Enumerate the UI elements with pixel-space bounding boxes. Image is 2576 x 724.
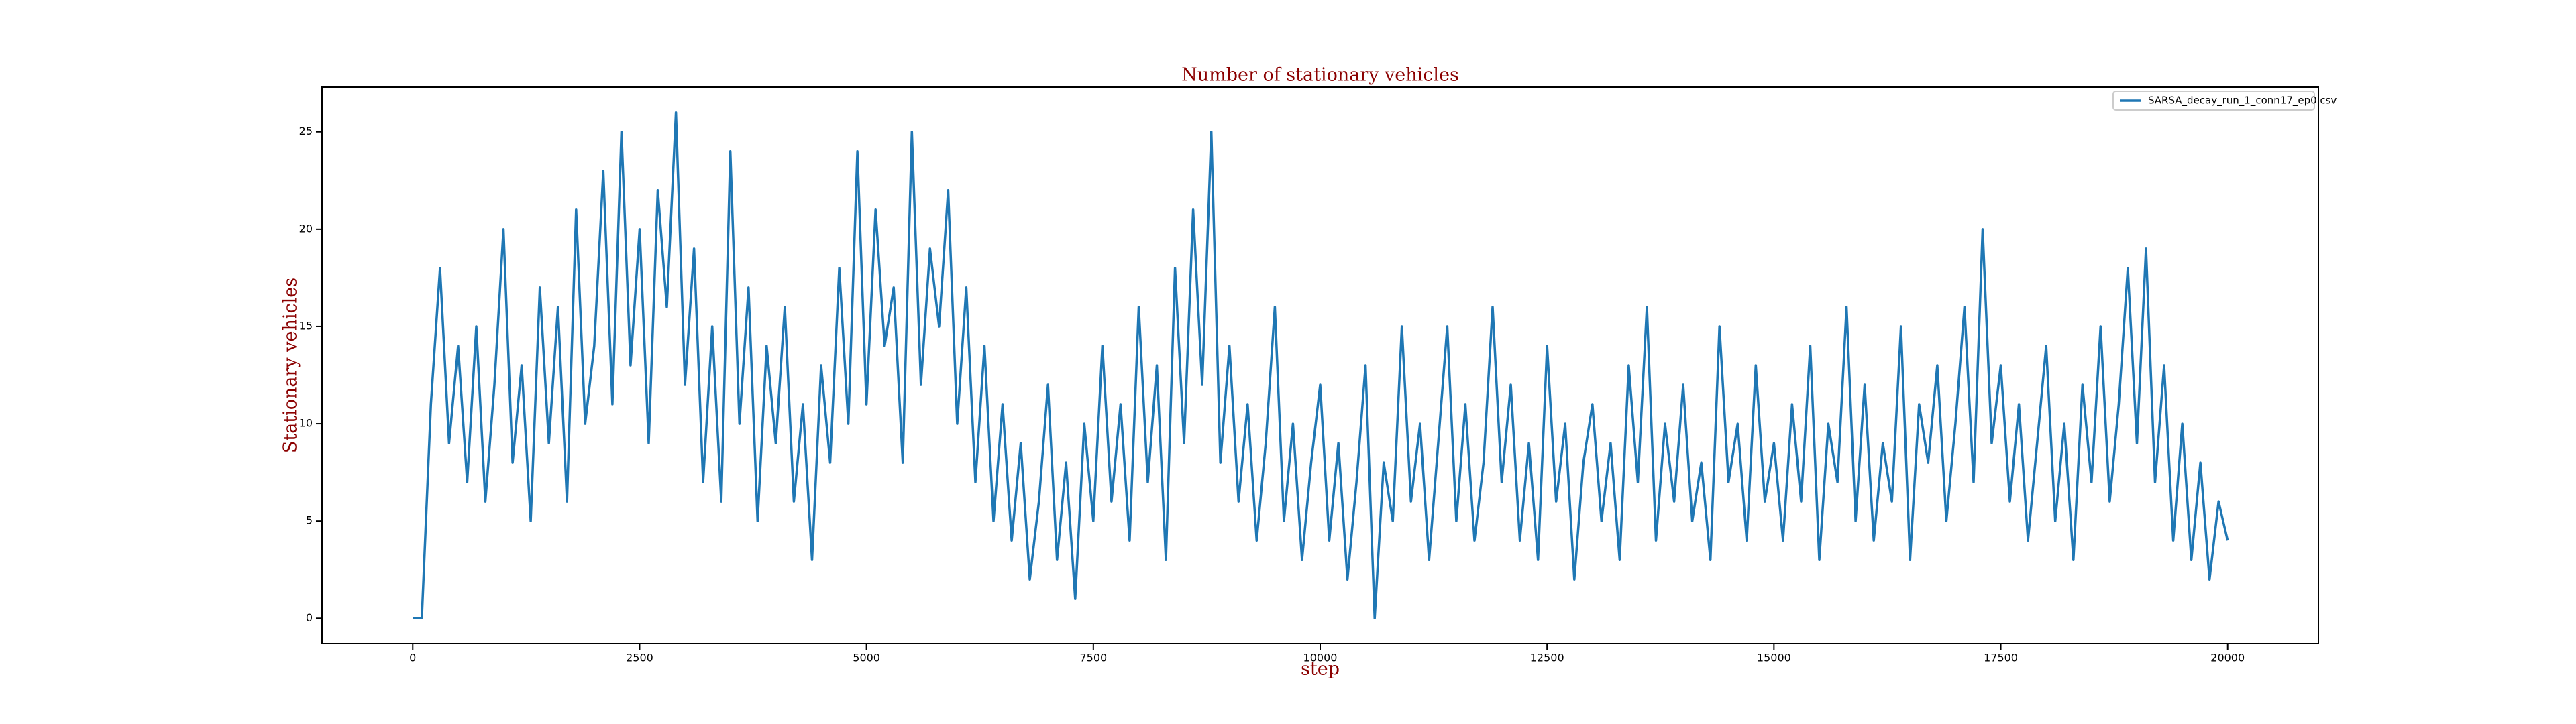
- y-tick-label: 10: [299, 417, 313, 430]
- x-tick-label: 15000: [1757, 652, 1791, 664]
- x-tick-label: 17500: [1984, 652, 2018, 664]
- chart-title: Number of stationary vehicles: [1181, 65, 1459, 86]
- y-tick-label: 20: [299, 222, 313, 235]
- y-tick-label: 0: [306, 611, 313, 624]
- legend-box: [2112, 90, 2315, 111]
- x-tick-label: 7500: [1079, 652, 1107, 664]
- plot-frame: [321, 86, 2319, 644]
- x-axis-label: step: [1301, 659, 1340, 680]
- x-tick-label: 5000: [853, 652, 880, 664]
- legend-label: SARSA_decay_run_1_conn17_ep0.csv: [2148, 95, 2337, 107]
- x-tick-label: 2500: [626, 652, 653, 664]
- x-tick-label: 0: [409, 652, 416, 664]
- y-axis-label: Stationary vehicles: [280, 278, 301, 453]
- data-line: [413, 111, 2229, 620]
- x-tick-label: 10000: [1303, 652, 1338, 664]
- y-tick-label: 25: [299, 125, 313, 137]
- x-tick-label: 12500: [1530, 652, 1564, 664]
- y-tick-label: 15: [299, 319, 313, 332]
- x-tick-label: 20000: [2210, 652, 2245, 664]
- y-tick-label: 5: [306, 514, 313, 527]
